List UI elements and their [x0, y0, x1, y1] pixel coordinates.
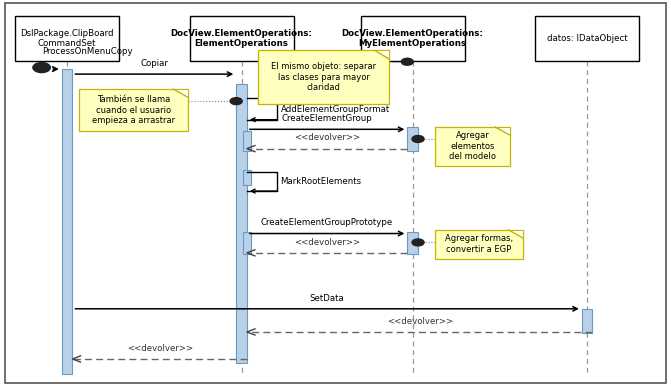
- Bar: [236, 84, 247, 363]
- Text: DocView.ElementOperations:
MyElementOperations: DocView.ElementOperations: MyElementOper…: [342, 29, 484, 48]
- Bar: [189, 17, 294, 61]
- Text: DslPackage.ClipBoard
CommandSet: DslPackage.ClipBoard CommandSet: [20, 29, 114, 48]
- Text: Agregar
elementos
del modelo: Agregar elementos del modelo: [449, 131, 496, 161]
- Circle shape: [33, 63, 50, 73]
- Bar: [79, 89, 188, 131]
- Text: <<devolver>>: <<devolver>>: [127, 344, 193, 353]
- Circle shape: [230, 98, 242, 105]
- Circle shape: [412, 135, 424, 142]
- Polygon shape: [495, 127, 510, 135]
- Text: DocView.ElementOperations:
ElementOperations: DocView.ElementOperations: ElementOperat…: [170, 29, 313, 48]
- Bar: [258, 50, 389, 104]
- Text: <<devolver>>: <<devolver>>: [294, 238, 360, 247]
- Bar: [407, 232, 418, 254]
- Bar: [435, 127, 510, 166]
- Text: ProcessOnMenuCopy: ProcessOnMenuCopy: [42, 47, 133, 56]
- Text: datos: IDataObject: datos: IDataObject: [547, 34, 627, 43]
- Bar: [407, 127, 418, 151]
- Text: SetData: SetData: [310, 294, 344, 303]
- Bar: [243, 232, 251, 254]
- Text: El mismo objeto: separar
las clases para mayor
claridad: El mismo objeto: separar las clases para…: [271, 62, 376, 92]
- Text: Agregar formas,
convertir a EGP: Agregar formas, convertir a EGP: [445, 234, 513, 254]
- Bar: [243, 131, 251, 151]
- Bar: [361, 17, 464, 61]
- Bar: [582, 309, 592, 333]
- Text: CreateElementGroup: CreateElementGroup: [282, 114, 372, 123]
- Bar: [535, 17, 639, 61]
- Bar: [243, 170, 251, 185]
- Text: Copiar: Copiar: [140, 59, 168, 68]
- Text: También se llama
cuando el usuario
empieza a arrastrar: También se llama cuando el usuario empie…: [92, 95, 175, 125]
- Bar: [435, 230, 523, 259]
- Text: MarkRootElements: MarkRootElements: [280, 177, 362, 186]
- Polygon shape: [173, 89, 188, 97]
- Text: AddElementGroupFormat: AddElementGroupFormat: [280, 105, 390, 113]
- Polygon shape: [374, 50, 389, 59]
- Bar: [15, 17, 119, 61]
- Text: CreateElementGroupPrototype: CreateElementGroupPrototype: [261, 218, 393, 227]
- Polygon shape: [509, 230, 523, 238]
- Text: <<devolver>>: <<devolver>>: [294, 134, 360, 142]
- Bar: [62, 69, 72, 374]
- Circle shape: [401, 58, 413, 65]
- Circle shape: [412, 239, 424, 246]
- Text: <<devolver>>: <<devolver>>: [386, 317, 453, 326]
